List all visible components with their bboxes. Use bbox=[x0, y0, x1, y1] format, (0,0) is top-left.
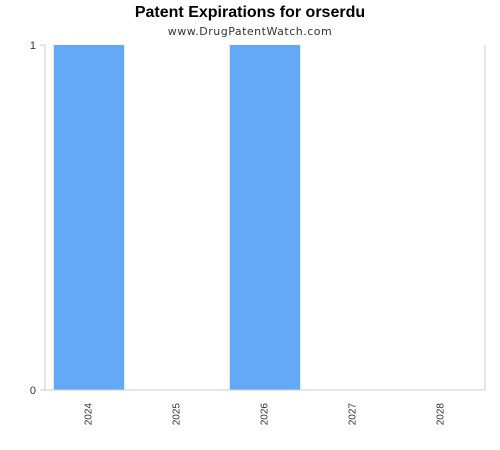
y-tick-label: 1 bbox=[30, 40, 36, 52]
x-tick-label: 2026 bbox=[260, 403, 271, 426]
x-tick-label: 2027 bbox=[348, 403, 359, 426]
x-tick-label: 2025 bbox=[172, 403, 183, 426]
chart-subtitle: www.DrugPatentWatch.com bbox=[167, 25, 333, 38]
x-tick-label: 2028 bbox=[436, 403, 447, 426]
y-tick-label: 0 bbox=[30, 385, 36, 397]
bar-2024 bbox=[53, 45, 125, 390]
chart-title: Patent Expirations for orserdu bbox=[134, 4, 366, 21]
bar-2026 bbox=[229, 45, 301, 390]
x-tick-label: 2024 bbox=[84, 403, 95, 426]
